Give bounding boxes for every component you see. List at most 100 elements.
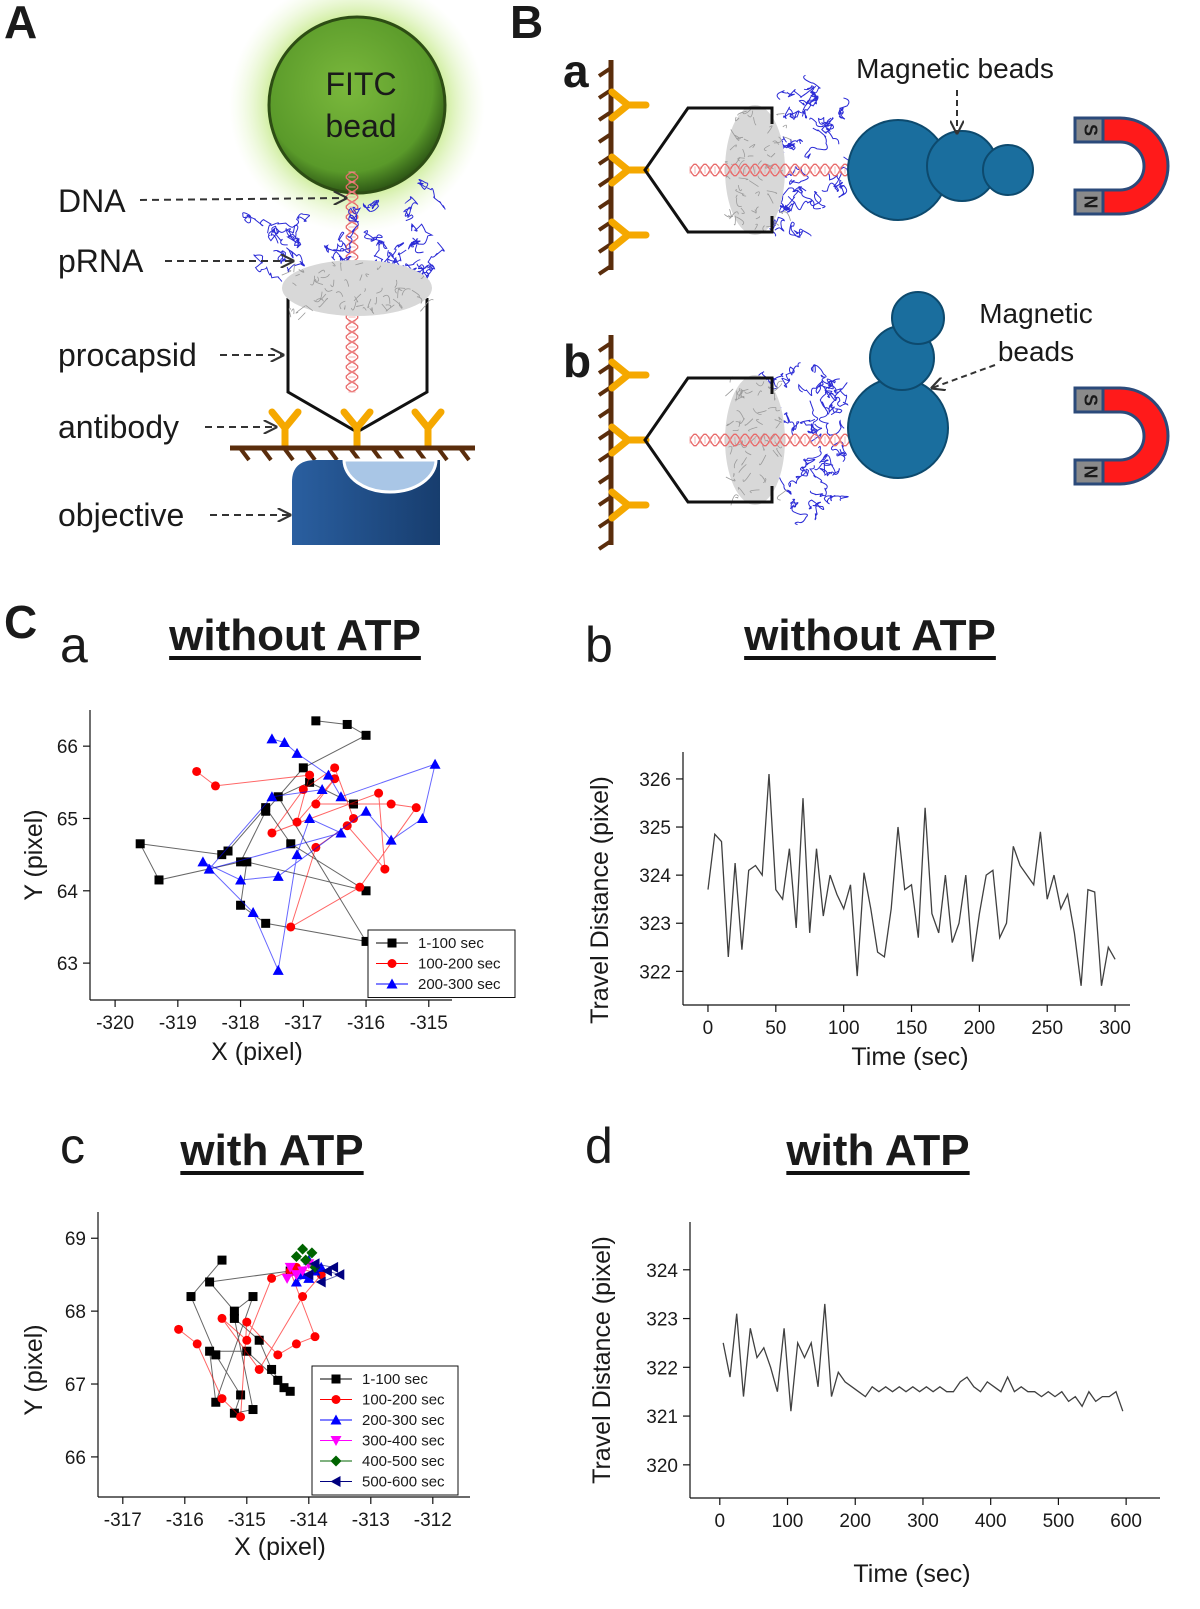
protein-strand	[724, 161, 728, 164]
protein-strand	[385, 304, 392, 308]
protein-strand	[374, 297, 377, 305]
rna-strand	[417, 241, 445, 280]
marker	[205, 1346, 215, 1356]
y-tick-label: 64	[57, 882, 79, 903]
protein-strand	[355, 262, 364, 266]
rna-strand	[799, 400, 819, 434]
rna-strand	[388, 242, 407, 264]
protein-strand	[344, 279, 350, 287]
protein-strand	[738, 387, 749, 392]
marker	[321, 1265, 332, 1277]
marker	[223, 846, 233, 856]
rna-strand	[270, 227, 302, 246]
protein-strand	[740, 207, 745, 214]
protein-strand	[742, 472, 752, 482]
marker	[290, 1270, 302, 1281]
protein-strand	[735, 497, 739, 499]
y-tick-label: 323	[639, 914, 671, 935]
magnet-pole	[1073, 458, 1105, 486]
marker	[272, 964, 284, 975]
marker	[290, 1250, 302, 1262]
marker	[306, 1247, 318, 1259]
rna-strand	[788, 221, 812, 238]
surface-hatch	[597, 132, 613, 144]
surface-hatch	[597, 495, 613, 507]
protein-strand	[738, 177, 749, 181]
protein-strand	[783, 136, 793, 142]
marker	[291, 1339, 301, 1349]
protein-strand	[776, 448, 782, 457]
marker	[248, 1292, 258, 1302]
protein-strand	[305, 304, 313, 312]
marker	[284, 1262, 296, 1273]
protein-strand	[376, 287, 383, 294]
protein-strand	[734, 134, 741, 140]
protein-strand	[733, 472, 735, 477]
beads-label: beads	[998, 336, 1074, 367]
marker	[203, 863, 215, 874]
marker	[429, 758, 441, 769]
x-tick-label: 50	[765, 1018, 786, 1039]
y-tick-label: 66	[65, 1448, 86, 1469]
y-tick-label: 63	[57, 954, 78, 975]
protein-strand	[367, 298, 372, 309]
protein-strand	[742, 148, 746, 158]
protein-strand	[754, 223, 758, 230]
protein-strand	[298, 269, 305, 273]
label: pRNA	[58, 243, 144, 279]
protein-strand	[745, 450, 752, 456]
series-line	[196, 767, 418, 929]
marker	[304, 812, 316, 823]
protein-strand	[292, 282, 297, 287]
objective-lens	[342, 458, 438, 494]
surface-hatch	[597, 66, 613, 78]
protein-strand	[767, 125, 773, 134]
rna-strand	[793, 93, 819, 121]
marker	[331, 1374, 341, 1384]
surface-hatch	[326, 446, 339, 462]
protein-strand	[726, 420, 734, 427]
rna-strand	[333, 217, 359, 254]
rna-strand	[267, 225, 288, 246]
protein-strand	[752, 408, 762, 416]
marker	[300, 1254, 312, 1266]
x-tick-label: 500	[1043, 1511, 1075, 1532]
marker	[417, 812, 429, 823]
x-tick-label: 600	[1110, 1511, 1142, 1532]
protein-strand	[394, 279, 398, 289]
marker	[286, 922, 296, 932]
magnet-pole-label: N	[1080, 466, 1100, 479]
protein-strand	[376, 265, 382, 270]
protein-strand	[775, 421, 782, 429]
protein-strand	[365, 273, 370, 278]
protein-strand	[757, 160, 762, 165]
protein-strand	[747, 155, 754, 158]
marker	[267, 1273, 277, 1283]
protein-strand	[772, 449, 779, 457]
x-tick-label: -317	[284, 1013, 322, 1034]
rna-strand	[814, 453, 832, 473]
protein-strand	[759, 454, 767, 466]
protein-strand	[762, 448, 765, 451]
y-axis-label: Y (pixel)	[20, 809, 48, 900]
x-tick-label: 0	[703, 1018, 714, 1039]
x-tick-label: -313	[352, 1510, 390, 1531]
marker	[248, 1405, 258, 1415]
x-tick-label: -314	[290, 1510, 328, 1531]
protein-strand	[776, 495, 781, 501]
y-tick-label: 66	[57, 737, 78, 758]
series-line	[178, 1266, 323, 1418]
marker	[374, 788, 384, 798]
marker	[311, 716, 321, 726]
marker	[349, 813, 359, 823]
protein-strand	[324, 288, 333, 292]
surface-hatch	[597, 539, 613, 551]
y-axis-label: Travel Distance (pixel)	[588, 1236, 616, 1484]
protein-strand	[364, 288, 366, 292]
protein-strand	[773, 220, 779, 226]
marker	[266, 791, 278, 802]
protein-strand	[730, 494, 739, 506]
surface	[230, 445, 475, 462]
marker	[315, 1276, 326, 1288]
protein-strand	[736, 197, 742, 207]
